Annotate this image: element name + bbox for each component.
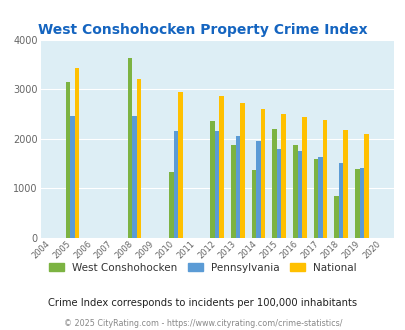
Bar xyxy=(214,131,219,238)
Bar xyxy=(318,157,322,238)
Bar xyxy=(313,159,318,238)
Bar xyxy=(281,115,285,238)
Bar xyxy=(136,79,141,238)
Bar xyxy=(363,134,368,238)
Bar xyxy=(219,96,224,238)
Bar xyxy=(256,141,260,238)
Bar xyxy=(272,129,276,238)
Bar xyxy=(359,168,363,238)
Bar xyxy=(75,68,79,238)
Bar xyxy=(354,169,359,238)
Bar xyxy=(230,145,235,238)
Bar xyxy=(239,103,244,238)
Bar xyxy=(178,92,182,238)
Bar xyxy=(343,130,347,238)
Text: Crime Index corresponds to incidents per 100,000 inhabitants: Crime Index corresponds to incidents per… xyxy=(48,298,357,308)
Bar xyxy=(301,117,306,238)
Bar xyxy=(210,121,214,238)
Bar xyxy=(292,145,297,238)
Bar xyxy=(235,136,239,238)
Bar xyxy=(276,149,281,238)
Bar xyxy=(70,116,75,238)
Bar xyxy=(168,172,173,238)
Legend: West Conshohocken, Pennsylvania, National: West Conshohocken, Pennsylvania, Nationa… xyxy=(45,259,360,277)
Bar xyxy=(66,82,70,238)
Bar xyxy=(338,163,343,238)
Text: © 2025 CityRating.com - https://www.cityrating.com/crime-statistics/: © 2025 CityRating.com - https://www.city… xyxy=(64,319,341,328)
Bar xyxy=(322,120,326,238)
Bar xyxy=(297,151,301,238)
Bar xyxy=(128,58,132,238)
Bar xyxy=(251,170,256,238)
Bar xyxy=(173,131,178,238)
Bar xyxy=(333,195,338,238)
Text: West Conshohocken Property Crime Index: West Conshohocken Property Crime Index xyxy=(38,23,367,37)
Bar xyxy=(260,109,265,238)
Bar xyxy=(132,116,136,238)
